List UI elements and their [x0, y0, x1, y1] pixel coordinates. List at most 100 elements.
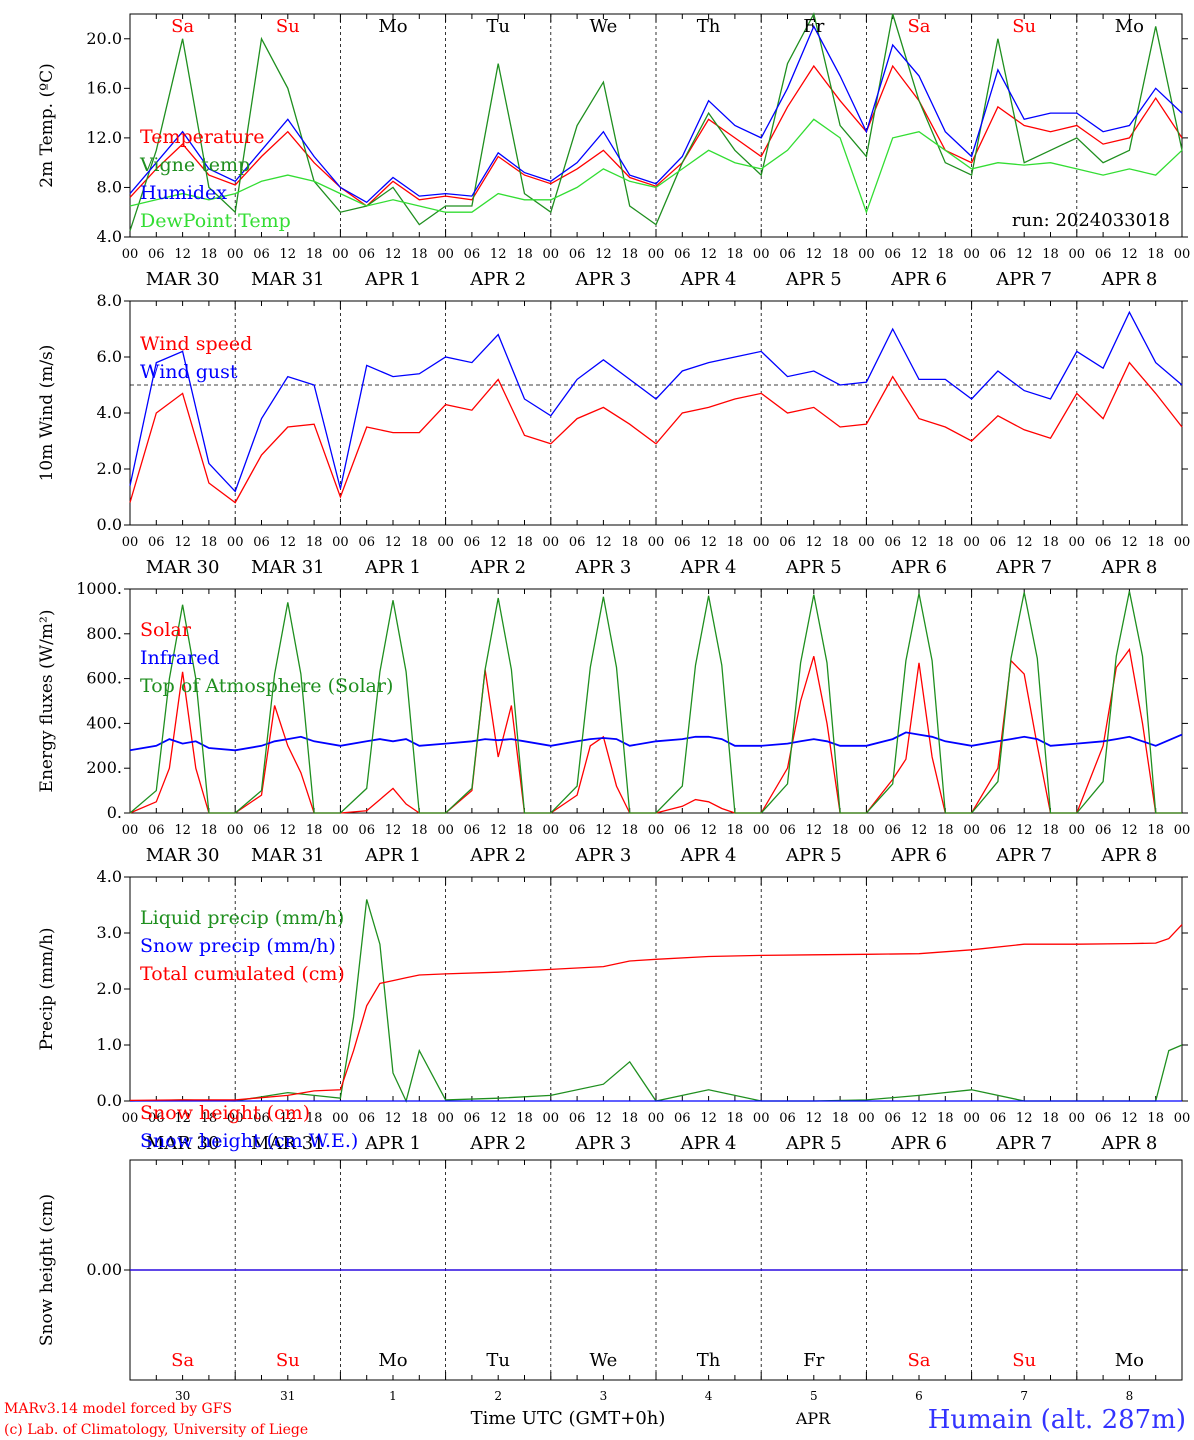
hour-tick-label: 06: [569, 1111, 586, 1126]
y-axis-title: Precip (mm/h): [37, 927, 57, 1050]
hour-tick-label: 06: [569, 247, 586, 262]
hour-tick-label: 06: [464, 823, 481, 838]
y-axis-title: 2m Temp. (ºC): [37, 63, 57, 188]
hour-tick-label: 12: [595, 535, 612, 550]
hour-tick-label: 18: [1147, 823, 1164, 838]
plot-frame: [129, 588, 1183, 814]
hour-tick-label: 00: [1069, 247, 1086, 262]
y-tick-label: 200.: [86, 758, 122, 777]
hour-tick-label: 06: [884, 823, 901, 838]
date-label: APR 4: [680, 557, 737, 578]
hour-tick-label: 00: [753, 823, 770, 838]
hour-tick-label: 00: [543, 535, 560, 550]
weekday-label: Sa: [907, 1350, 930, 1371]
hour-tick-label: 18: [1147, 247, 1164, 262]
hour-tick-label: 18: [1147, 1111, 1164, 1126]
credit-line-1: MARv3.14 model forced by GFS: [4, 1401, 232, 1417]
legend-entry: Infrared: [140, 647, 220, 669]
hour-tick-label: 18: [516, 535, 533, 550]
hour-tick-label: 18: [727, 247, 744, 262]
hour-tick-label: 00: [648, 1111, 665, 1126]
weekday-label: Mo: [1115, 1350, 1144, 1371]
date-label: APR 2: [469, 557, 526, 578]
hour-tick-label: 12: [490, 823, 507, 838]
hour-tick-label: 06: [464, 1111, 481, 1126]
hour-tick-label: 00: [753, 247, 770, 262]
y-tick-label: 2.0: [97, 459, 122, 478]
y-tick-label: 0.: [107, 803, 122, 822]
hour-tick-label: 00: [227, 247, 244, 262]
hour-tick-label: 12: [280, 535, 297, 550]
hour-tick-label: 00: [1174, 823, 1191, 838]
hour-tick-label: 18: [201, 535, 218, 550]
hour-tick-label: 12: [385, 247, 402, 262]
date-label: APR 8: [1100, 269, 1157, 290]
hour-tick-label: 12: [1016, 1111, 1033, 1126]
hour-tick-label: 00: [332, 535, 349, 550]
date-label: APR 6: [890, 557, 947, 578]
hour-tick-label: 06: [884, 535, 901, 550]
date-label: APR 1: [364, 269, 421, 290]
hour-tick-label: 12: [806, 535, 823, 550]
hour-tick-label: 00: [332, 1111, 349, 1126]
series-line: [129, 361, 1183, 504]
hour-tick-label: 06: [674, 823, 691, 838]
series-line: [129, 12, 1183, 232]
y-tick-label: 8.0: [97, 177, 122, 196]
hour-tick-label: 18: [1042, 823, 1059, 838]
date-label: MAR 30: [146, 845, 220, 866]
series-line: [129, 924, 1183, 1102]
hour-tick-label: 18: [1042, 1111, 1059, 1126]
weekday-label: Su: [276, 16, 300, 37]
series-line: [129, 310, 1183, 493]
hour-tick-label: 12: [700, 247, 717, 262]
hour-tick-label: 12: [595, 247, 612, 262]
hour-tick-label: 06: [884, 247, 901, 262]
date-label: APR 6: [890, 1133, 947, 1154]
hour-tick-label: 18: [832, 247, 849, 262]
hour-tick-label: 18: [727, 823, 744, 838]
date-label: APR 1: [364, 1133, 421, 1154]
hour-tick-label: 06: [569, 823, 586, 838]
day-number-label: 8: [1126, 1389, 1134, 1403]
date-label: APR 5: [785, 1133, 842, 1154]
hour-tick-label: 18: [306, 1111, 323, 1126]
hour-tick-label: 00: [858, 535, 875, 550]
hour-tick-label: 12: [490, 247, 507, 262]
date-label: APR 8: [1100, 845, 1157, 866]
hour-tick-label: 18: [306, 247, 323, 262]
hour-tick-label: 18: [727, 1111, 744, 1126]
hour-tick-label: 06: [884, 1111, 901, 1126]
hour-tick-label: 18: [1147, 535, 1164, 550]
weekday-label: Sa: [171, 1350, 194, 1371]
hour-tick-label: 12: [911, 1111, 928, 1126]
hour-tick-label: 12: [280, 247, 297, 262]
weekday-label: We: [590, 16, 618, 37]
panel-3: 0. 200. 400. 600. 800. 1000. Energy fluxes (W/…: [37, 579, 1190, 866]
hour-tick-label: 12: [174, 823, 191, 838]
hour-tick-label: 06: [990, 823, 1007, 838]
weekday-label: Th: [697, 16, 721, 37]
hour-tick-label: 12: [806, 247, 823, 262]
hour-tick-label: 18: [306, 823, 323, 838]
hour-tick-label: 12: [911, 247, 928, 262]
legend-entry: Snow height (cm): [140, 1102, 310, 1124]
hour-tick-label: 00: [648, 535, 665, 550]
date-label: APR 2: [469, 845, 526, 866]
hour-tick-label: 00: [648, 823, 665, 838]
hour-tick-label: 06: [358, 1111, 375, 1126]
hour-tick-label: 00: [543, 823, 560, 838]
hour-tick-label: 00: [543, 247, 560, 262]
hour-tick-label: 06: [253, 535, 270, 550]
date-label: APR 7: [995, 269, 1052, 290]
hour-tick-label: 18: [832, 1111, 849, 1126]
day-number-label: 7: [1020, 1389, 1028, 1403]
date-label: APR 7: [995, 845, 1052, 866]
hour-tick-label: 00: [437, 823, 454, 838]
hour-tick-label: 06: [358, 823, 375, 838]
y-tick-label: 1.0: [97, 1035, 122, 1054]
weekday-label: We: [590, 1350, 618, 1371]
weekday-label: Th: [697, 1350, 721, 1371]
hour-tick-label: 06: [1095, 823, 1112, 838]
